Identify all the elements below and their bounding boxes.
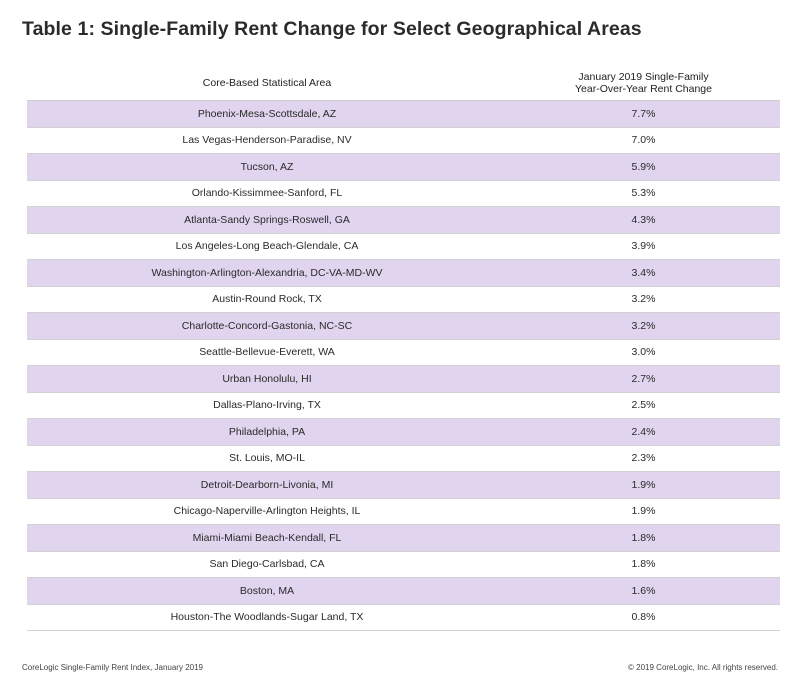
cell-area: Atlanta-Sandy Springs-Roswell, GA: [184, 213, 350, 226]
table-title: Table 1: Single-Family Rent Change for S…: [22, 18, 642, 40]
cell-area: Miami-Miami Beach-Kendall, FL: [192, 531, 342, 544]
cell-rent-change: 3.0%: [631, 346, 656, 359]
cell-area: Chicago-Naperville-Arlington Heights, IL: [173, 505, 361, 518]
header-rent-change-line2: Year-Over-Year Rent Change: [575, 83, 712, 95]
cell-rent-change: 2.4%: [631, 425, 656, 438]
table-body: Phoenix-Mesa-Scottsdale, AZ 7.7% Las Vegas…: [27, 100, 780, 631]
header-rent-change: January 2019 Single-Family Year-Over-Yea…: [507, 71, 780, 95]
cell-area: Philadelphia, PA: [228, 425, 306, 438]
table-header: Core-Based Statistical Area January 2019…: [27, 68, 780, 98]
cell-rent-change: 3.2%: [631, 319, 656, 332]
table-row: Orlando-Kissimmee-Sanford, FL 5.3%: [27, 180, 780, 207]
cell-area: Seattle-Bellevue-Everett, WA: [199, 346, 335, 359]
table-row: Tucson, AZ 5.9%: [27, 154, 780, 181]
table-row: Seattle-Bellevue-Everett, WA 3.0%: [27, 339, 780, 366]
cell-rent-change: 5.3%: [631, 187, 656, 200]
table-row: Houston-The Woodlands-Sugar Land, TX 0.8%: [27, 604, 780, 631]
cell-area: Phoenix-Mesa-Scottsdale, AZ: [197, 107, 337, 120]
cell-rent-change: 0.8%: [631, 611, 656, 624]
cell-rent-change: 2.5%: [631, 399, 656, 412]
header-rent-change-line1: January 2019 Single-Family: [578, 71, 709, 83]
table-row: Boston, MA 1.6%: [27, 578, 780, 605]
cell-rent-change: 4.3%: [631, 213, 656, 226]
cell-area: Detroit-Dearborn-Livonia, MI: [200, 478, 334, 491]
cell-area: Washington-Arlington-Alexandria, DC-VA-M…: [151, 266, 383, 279]
cell-area: Tucson, AZ: [240, 160, 294, 173]
cell-area: Dallas-Plano-Irving, TX: [213, 399, 321, 412]
cell-area: Boston, MA: [239, 584, 295, 597]
table-row: Atlanta-Sandy Springs-Roswell, GA 4.3%: [27, 207, 780, 234]
table-row: Los Angeles-Long Beach-Glendale, CA 3.9%: [27, 233, 780, 260]
cell-area: Houston-The Woodlands-Sugar Land, TX: [170, 611, 364, 624]
cell-area: Urban Honolulu, HI: [222, 372, 312, 385]
cell-rent-change: 5.9%: [631, 160, 656, 173]
header-area: Core-Based Statistical Area: [202, 77, 332, 89]
table-row: Austin-Round Rock, TX 3.2%: [27, 286, 780, 313]
table-row: Phoenix-Mesa-Scottsdale, AZ 7.7%: [27, 101, 780, 128]
cell-area: Los Angeles-Long Beach-Glendale, CA: [175, 240, 359, 253]
cell-rent-change: 7.0%: [631, 134, 656, 147]
table-row: Charlotte-Concord-Gastonia, NC-SC 3.2%: [27, 313, 780, 340]
cell-rent-change: 3.4%: [631, 266, 656, 279]
table-row: Dallas-Plano-Irving, TX 2.5%: [27, 392, 780, 419]
cell-area: Orlando-Kissimmee-Sanford, FL: [191, 187, 343, 200]
cell-rent-change: 2.7%: [631, 372, 656, 385]
cell-rent-change: 1.9%: [631, 505, 656, 518]
cell-area: Charlotte-Concord-Gastonia, NC-SC: [181, 319, 353, 332]
cell-area: St. Louis, MO-IL: [229, 452, 305, 465]
rent-change-table: Core-Based Statistical Area January 2019…: [27, 68, 780, 631]
footer-copyright: © 2019 CoreLogic, Inc. All rights reserv…: [628, 663, 778, 672]
cell-area: Austin-Round Rock, TX: [212, 293, 322, 306]
table-row: Chicago-Naperville-Arlington Heights, IL…: [27, 498, 780, 525]
table-row: Las Vegas-Henderson-Paradise, NV 7.0%: [27, 127, 780, 154]
cell-rent-change: 3.2%: [631, 293, 656, 306]
table-row: Washington-Arlington-Alexandria, DC-VA-M…: [27, 260, 780, 287]
table-row: Philadelphia, PA 2.4%: [27, 419, 780, 446]
table-row: Miami-Miami Beach-Kendall, FL 1.8%: [27, 525, 780, 552]
cell-rent-change: 3.9%: [631, 240, 656, 253]
table-row: Detroit-Dearborn-Livonia, MI 1.9%: [27, 472, 780, 499]
cell-rent-change: 2.3%: [631, 452, 656, 465]
cell-rent-change: 1.9%: [631, 478, 656, 491]
cell-area: Las Vegas-Henderson-Paradise, NV: [182, 134, 352, 147]
table-row: Urban Honolulu, HI 2.7%: [27, 366, 780, 393]
table-row: San Diego-Carlsbad, CA 1.8%: [27, 551, 780, 578]
cell-rent-change: 7.7%: [631, 107, 656, 120]
cell-rent-change: 1.8%: [631, 558, 656, 571]
table-row: St. Louis, MO-IL 2.3%: [27, 445, 780, 472]
cell-rent-change: 1.6%: [631, 584, 656, 597]
cell-area: San Diego-Carlsbad, CA: [209, 558, 325, 571]
cell-rent-change: 1.8%: [631, 531, 656, 544]
footer-source: CoreLogic Single-Family Rent Index, Janu…: [22, 663, 203, 672]
